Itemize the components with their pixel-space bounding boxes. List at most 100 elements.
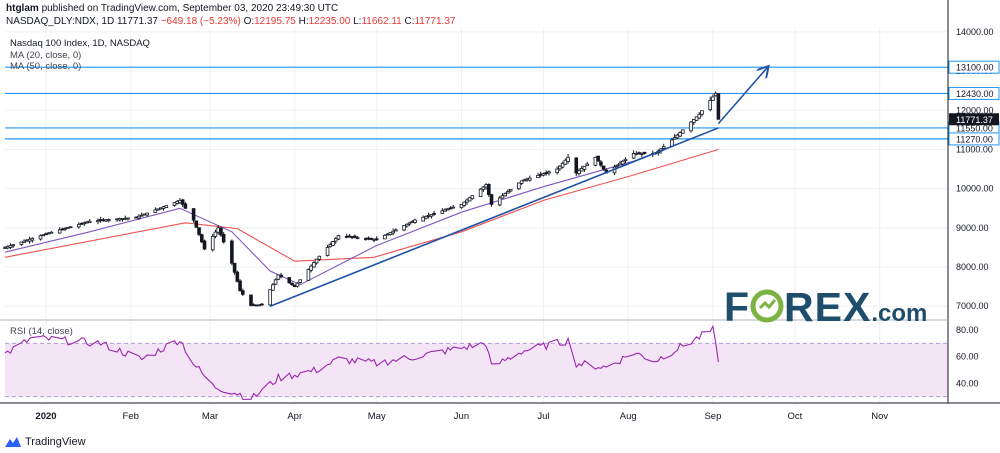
forex-logo-rest: REX xyxy=(784,284,872,330)
candle-up xyxy=(640,153,644,155)
candle-up xyxy=(137,215,141,219)
candle-up xyxy=(497,197,502,206)
candle-up xyxy=(8,245,13,248)
price-level-tag: 11270.00 xyxy=(956,134,993,144)
candle-up xyxy=(585,163,589,166)
legend-ma50[interactable]: MA (50, close, 0) xyxy=(10,61,82,72)
candle-down xyxy=(240,290,245,295)
candle-down xyxy=(290,282,294,286)
candle-up xyxy=(620,160,625,165)
price-level-tag: 12430.00 xyxy=(956,89,994,99)
legend-ma20[interactable]: MA (20, close, 0) xyxy=(10,50,82,61)
publish-info: published on TradingView.com, September … xyxy=(41,3,339,14)
time-tick-label: 2020 xyxy=(35,411,56,422)
candle-up xyxy=(421,216,425,222)
candle-down xyxy=(238,280,242,291)
forex-logo: F REX.com xyxy=(724,284,927,331)
last-price: 11771.37 xyxy=(116,16,158,27)
candle-down xyxy=(221,233,226,243)
candle-down xyxy=(219,227,223,236)
candle-up xyxy=(536,175,540,179)
candle-up xyxy=(661,146,666,149)
price-change: −649.18 (−5.23%) xyxy=(160,16,241,27)
projection-arrow xyxy=(717,67,767,125)
candle-up xyxy=(675,134,680,139)
candle-up xyxy=(500,195,505,199)
candle-up xyxy=(126,217,130,220)
tradingview-label: TradingView xyxy=(25,436,86,448)
low-value: 11662.11 xyxy=(361,16,402,27)
legend-rsi[interactable]: RSI (14, close) xyxy=(10,326,73,337)
candle-down xyxy=(601,165,606,170)
candle-up xyxy=(164,205,169,208)
candle-up xyxy=(87,220,92,223)
candle-up xyxy=(391,230,395,234)
candle-up xyxy=(681,129,685,134)
candle-up xyxy=(711,96,715,101)
candle-up xyxy=(312,262,316,268)
candle-up xyxy=(333,238,338,242)
price-level-tag: 11550.00 xyxy=(956,123,993,133)
candle-up xyxy=(506,191,510,194)
candle-up xyxy=(689,121,693,132)
rsi-band-lines xyxy=(5,342,948,398)
time-tick-label: Aug xyxy=(620,411,637,422)
tradingview-logo[interactable]: TradingView xyxy=(4,436,86,448)
candle-up xyxy=(459,203,464,209)
price-tick-label: 11000.00 xyxy=(956,144,993,154)
candle-down xyxy=(183,203,188,209)
rsi-axis: 40.00 60.00 80.00 xyxy=(956,325,979,388)
time-tick-label: Apr xyxy=(287,411,302,422)
candle-down xyxy=(374,238,379,241)
candle-up xyxy=(404,223,409,227)
candle-up xyxy=(156,208,160,211)
candle-down xyxy=(194,220,199,228)
candle-up xyxy=(295,282,300,287)
candle-up xyxy=(38,235,43,240)
candle-up xyxy=(317,255,322,260)
candle-up xyxy=(528,177,532,181)
candle-up xyxy=(678,132,682,137)
candle-down xyxy=(489,194,494,205)
candle-down xyxy=(249,294,253,306)
time-axis[interactable]: 2020 Feb Mar Apr May Jun Jul Aug Sep Oct Nov xyxy=(35,411,888,422)
candle-up xyxy=(631,153,636,159)
candle-up xyxy=(145,212,149,216)
time-tick-label: Jun xyxy=(454,411,469,422)
price-tick-label: 7000.00 xyxy=(956,301,989,311)
price-level-tag-bg xyxy=(948,86,1000,100)
candle-up xyxy=(325,247,330,256)
candle-up xyxy=(697,113,702,119)
candle-up xyxy=(68,226,73,229)
candle-down xyxy=(353,235,357,238)
candle-up xyxy=(336,235,341,240)
candle-up xyxy=(615,164,620,167)
symbol-line: NASDAQ_DLY:NDX, 1D 11771.37 −649.18 (−5.… xyxy=(6,16,455,27)
candle-down xyxy=(197,227,201,235)
candle-up xyxy=(478,188,483,197)
candle-up xyxy=(306,269,311,281)
candle-up xyxy=(314,258,319,264)
candle-down xyxy=(235,271,240,282)
candle-up xyxy=(577,170,581,175)
forex-logo-f: F xyxy=(724,284,751,330)
candle-down xyxy=(199,234,204,243)
candle-up xyxy=(508,188,513,192)
open-label: O: xyxy=(243,16,255,27)
price-levels[interactable] xyxy=(5,66,948,140)
trendlines[interactable] xyxy=(269,67,767,307)
time-tick-label: Jul xyxy=(537,411,549,422)
time-tick-label: May xyxy=(368,411,386,422)
open-value: 12195.75 xyxy=(254,16,296,27)
candle-up xyxy=(298,279,302,283)
close-label: C: xyxy=(404,16,415,27)
candle-up xyxy=(273,279,278,285)
time-tick-label: Feb xyxy=(123,411,139,422)
candle-up xyxy=(694,116,699,121)
candle-down xyxy=(574,157,579,174)
author-name[interactable]: htglam xyxy=(6,3,39,14)
candle-up xyxy=(394,229,398,232)
candle-up xyxy=(210,235,215,251)
candle-up xyxy=(503,193,507,197)
